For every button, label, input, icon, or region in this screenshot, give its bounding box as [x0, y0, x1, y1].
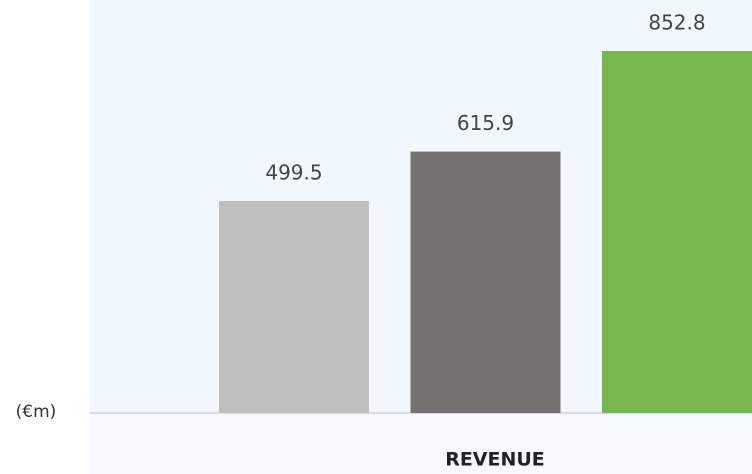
label-band: [90, 413, 752, 474]
data-label: 852.8: [648, 11, 705, 35]
bar: [410, 151, 561, 413]
x-label: REVENUE: [445, 449, 545, 471]
data-label: 499.5: [265, 160, 322, 184]
bar: [602, 51, 752, 414]
unit-label: (€m): [16, 402, 57, 422]
bar: [219, 200, 369, 413]
data-label: 615.9: [457, 111, 514, 135]
